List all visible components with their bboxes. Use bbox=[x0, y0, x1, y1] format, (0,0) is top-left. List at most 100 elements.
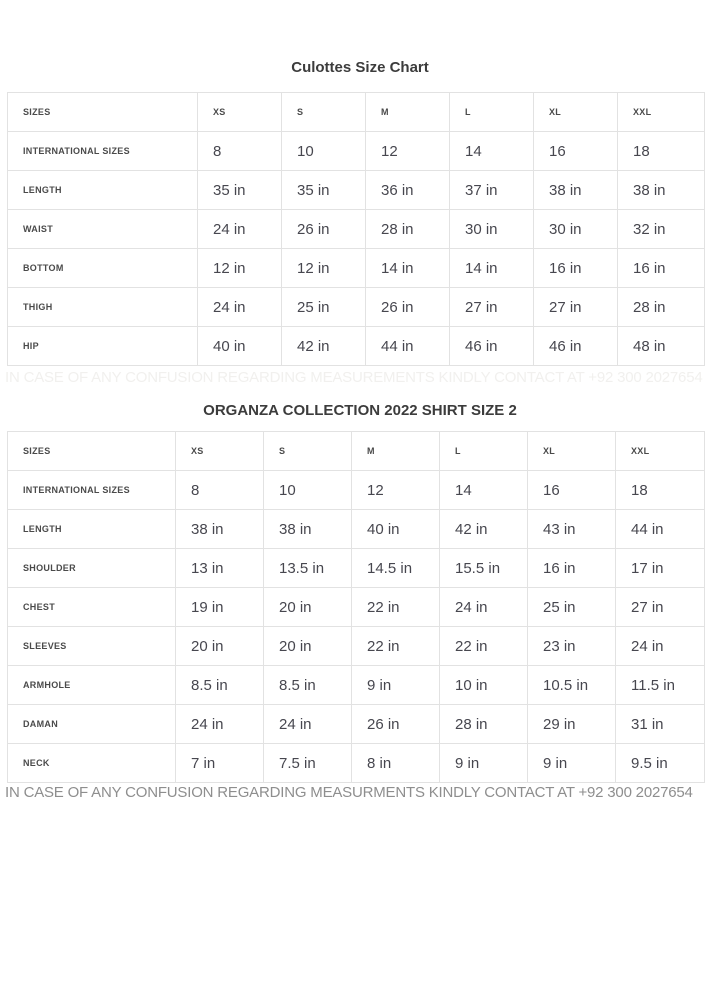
size-value-cell: 38 in bbox=[263, 509, 352, 549]
table-row-international-sizes: INTERNATIONAL SIZES 8 10 12 14 16 18 bbox=[7, 470, 705, 510]
column-header-m: M bbox=[365, 92, 450, 132]
table-row-armhole: ARMHOLE 8.5 in 8.5 in 9 in 10 in 10.5 in… bbox=[7, 665, 705, 705]
size-value-cell: 36 in bbox=[365, 170, 450, 210]
table-row-thigh: THIGH 24 in 25 in 26 in 27 in 27 in 28 i… bbox=[7, 287, 705, 327]
table-row-bottom: BOTTOM 12 in 12 in 14 in 14 in 16 in 16 … bbox=[7, 248, 705, 288]
size-value-cell: 16 in bbox=[617, 248, 705, 288]
size-value-cell: 27 in bbox=[449, 287, 534, 327]
size-value-cell: 16 bbox=[533, 131, 618, 171]
size-value-cell: 30 in bbox=[533, 209, 618, 249]
size-value-cell: 16 in bbox=[533, 248, 618, 288]
size-value-cell: 24 in bbox=[197, 209, 282, 249]
size-value-cell: 9 in bbox=[351, 665, 440, 705]
size-value-cell: 9 in bbox=[527, 743, 616, 783]
size-value-cell: 26 in bbox=[281, 209, 366, 249]
size-value-cell: 14.5 in bbox=[351, 548, 440, 588]
size-value-cell: 16 bbox=[527, 470, 616, 510]
size-value-cell: 37 in bbox=[449, 170, 534, 210]
size-value-cell: 11.5 in bbox=[615, 665, 705, 705]
column-header-xs: XS bbox=[197, 92, 282, 132]
size-value-cell: 13.5 in bbox=[263, 548, 352, 588]
size-value-cell: 38 in bbox=[175, 509, 264, 549]
row-label: DAMAN bbox=[7, 704, 176, 744]
size-value-cell: 46 in bbox=[449, 326, 534, 366]
table-row-neck: NECK 7 in 7.5 in 8 in 9 in 9 in 9.5 in bbox=[7, 743, 705, 783]
size-value-cell: 8.5 in bbox=[263, 665, 352, 705]
row-label: NECK bbox=[7, 743, 176, 783]
size-value-cell: 27 in bbox=[615, 587, 705, 627]
size-value-cell: 7 in bbox=[175, 743, 264, 783]
size-value-cell: 22 in bbox=[439, 626, 528, 666]
size-value-cell: 27 in bbox=[533, 287, 618, 327]
size-value-cell: 40 in bbox=[351, 509, 440, 549]
table-row-length: LENGTH 35 in 35 in 36 in 37 in 38 in 38 … bbox=[7, 170, 705, 210]
column-header-sizes: SIZES bbox=[7, 92, 198, 132]
size-value-cell: 42 in bbox=[281, 326, 366, 366]
size-value-cell: 24 in bbox=[175, 704, 264, 744]
size-value-cell: 24 in bbox=[263, 704, 352, 744]
size-value-cell: 10 in bbox=[439, 665, 528, 705]
row-label: ARMHOLE bbox=[7, 665, 176, 705]
size-value-cell: 12 bbox=[351, 470, 440, 510]
column-header-sizes: SIZES bbox=[7, 431, 176, 471]
table-row-chest: CHEST 19 in 20 in 22 in 24 in 25 in 27 i… bbox=[7, 587, 705, 627]
culottes-chart-title: Culottes Size Chart bbox=[291, 59, 429, 76]
table-row-international-sizes: INTERNATIONAL SIZES 8 10 12 14 16 18 bbox=[7, 131, 705, 171]
size-value-cell: 20 in bbox=[263, 587, 352, 627]
size-value-cell: 48 in bbox=[617, 326, 705, 366]
table-row-length: LENGTH 38 in 38 in 40 in 42 in 43 in 44 … bbox=[7, 509, 705, 549]
size-value-cell: 22 in bbox=[351, 626, 440, 666]
size-value-cell: 26 in bbox=[365, 287, 450, 327]
size-value-cell: 38 in bbox=[617, 170, 705, 210]
size-value-cell: 8 in bbox=[351, 743, 440, 783]
size-value-cell: 20 in bbox=[263, 626, 352, 666]
contact-footnote-clip-region: IN CASE OF ANY CONFUSION REGARDING MEASU… bbox=[0, 784, 720, 797]
size-value-cell: 18 bbox=[615, 470, 705, 510]
size-value-cell: 44 in bbox=[365, 326, 450, 366]
size-value-cell: 22 in bbox=[351, 587, 440, 627]
column-header-xxl: XXL bbox=[617, 92, 705, 132]
size-value-cell: 24 in bbox=[197, 287, 282, 327]
contact-footnote-faded: IN CASE OF ANY CONFUSION REGARDING MEASU… bbox=[5, 369, 703, 386]
size-value-cell: 44 in bbox=[615, 509, 705, 549]
column-header-m: M bbox=[351, 431, 440, 471]
row-label: SHOULDER bbox=[7, 548, 176, 588]
row-label: INTERNATIONAL SIZES bbox=[7, 470, 176, 510]
row-label: LENGTH bbox=[7, 170, 198, 210]
size-value-cell: 46 in bbox=[533, 326, 618, 366]
size-value-cell: 31 in bbox=[615, 704, 705, 744]
size-value-cell: 8 bbox=[197, 131, 282, 171]
size-value-cell: 23 in bbox=[527, 626, 616, 666]
size-value-cell: 15.5 in bbox=[439, 548, 528, 588]
size-value-cell: 9.5 in bbox=[615, 743, 705, 783]
column-header-s: S bbox=[281, 92, 366, 132]
row-label: HIP bbox=[7, 326, 198, 366]
table-row-hip: HIP 40 in 42 in 44 in 46 in 46 in 48 in bbox=[7, 326, 705, 366]
size-value-cell: 28 in bbox=[439, 704, 528, 744]
header-row: SIZES XS S M L XL XXL bbox=[7, 92, 705, 132]
size-value-cell: 9 in bbox=[439, 743, 528, 783]
table-row-waist: WAIST 24 in 26 in 28 in 30 in 30 in 32 i… bbox=[7, 209, 705, 249]
table-row-shoulder: SHOULDER 13 in 13.5 in 14.5 in 15.5 in 1… bbox=[7, 548, 705, 588]
size-value-cell: 12 in bbox=[281, 248, 366, 288]
header-row: SIZES XS S M L XL XXL bbox=[7, 431, 705, 471]
size-value-cell: 35 in bbox=[281, 170, 366, 210]
size-value-cell: 24 in bbox=[615, 626, 705, 666]
size-value-cell: 38 in bbox=[533, 170, 618, 210]
size-value-cell: 14 in bbox=[365, 248, 450, 288]
row-label: SLEEVES bbox=[7, 626, 176, 666]
column-header-l: L bbox=[449, 92, 534, 132]
row-label: BOTTOM bbox=[7, 248, 198, 288]
column-header-xl: XL bbox=[533, 92, 618, 132]
size-value-cell: 26 in bbox=[351, 704, 440, 744]
column-header-s: S bbox=[263, 431, 352, 471]
size-value-cell: 32 in bbox=[617, 209, 705, 249]
table-row-sleeves: SLEEVES 20 in 20 in 22 in 22 in 23 in 24… bbox=[7, 626, 705, 666]
size-value-cell: 17 in bbox=[615, 548, 705, 588]
row-label: WAIST bbox=[7, 209, 198, 249]
size-value-cell: 7.5 in bbox=[263, 743, 352, 783]
size-value-cell: 30 in bbox=[449, 209, 534, 249]
size-value-cell: 25 in bbox=[527, 587, 616, 627]
row-label: CHEST bbox=[7, 587, 176, 627]
size-value-cell: 28 in bbox=[365, 209, 450, 249]
